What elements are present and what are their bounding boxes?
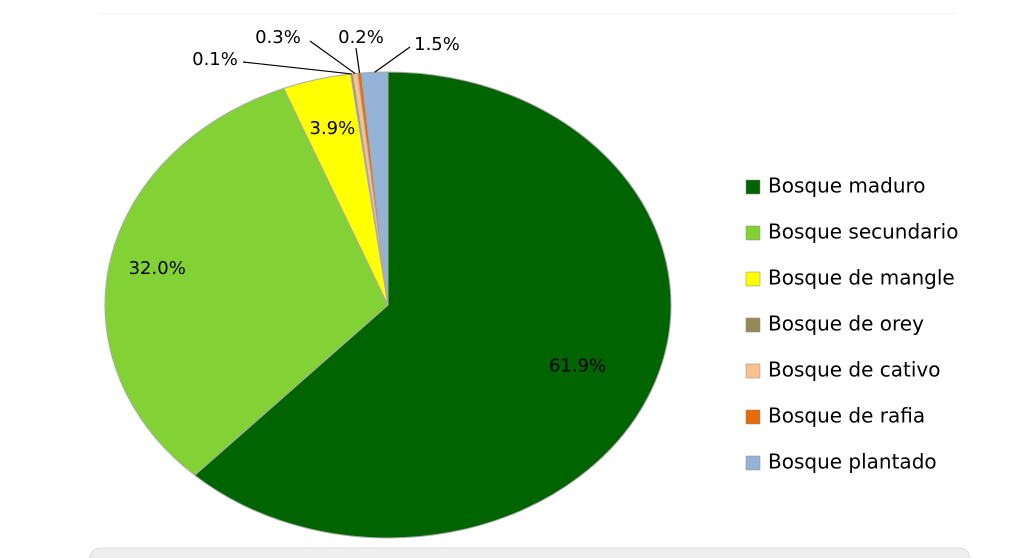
leader-line: [309, 40, 356, 75]
legend-label: Bosque plantado: [768, 450, 937, 474]
leader-line: [374, 46, 411, 73]
legend-swatch: [745, 179, 761, 195]
legend-swatch: [745, 225, 761, 241]
value-label: 1.5%: [414, 34, 460, 55]
value-label: 61.9%: [549, 356, 606, 377]
pie-slice: [193, 71, 672, 539]
pie: [104, 71, 672, 539]
legend-label: Bosque de mangle: [768, 266, 955, 290]
legend-label: Bosque de cativo: [768, 358, 941, 382]
legend-swatch: [745, 409, 761, 425]
leader-line: [242, 61, 352, 75]
legend-label: Bosque secundario: [768, 220, 958, 244]
value-label: 0.1%: [192, 49, 238, 70]
legend-label: Bosque de rafia: [768, 404, 925, 428]
value-label: 0.2%: [338, 27, 384, 48]
value-label: 32.0%: [129, 258, 186, 279]
legend-label: Bosque maduro: [768, 174, 926, 198]
legend-swatch: [745, 317, 761, 333]
legend: Bosque maduro Bosque secundario Bosque de …: [745, 174, 958, 474]
pie-slice: [104, 87, 389, 476]
legend-swatch: [745, 363, 761, 379]
legend-label: Bosque de orey: [768, 312, 924, 336]
bottom-panel: [89, 547, 971, 558]
leader-line: [355, 47, 361, 74]
labels: 61.9% 32.0% 3.9% 0.1% 0.3% 0.2% 1.5%: [129, 27, 607, 377]
legend-swatch: [745, 271, 761, 287]
value-label: 3.9%: [310, 118, 356, 139]
legend-swatch: [745, 455, 761, 471]
value-label: 0.3%: [255, 27, 301, 48]
